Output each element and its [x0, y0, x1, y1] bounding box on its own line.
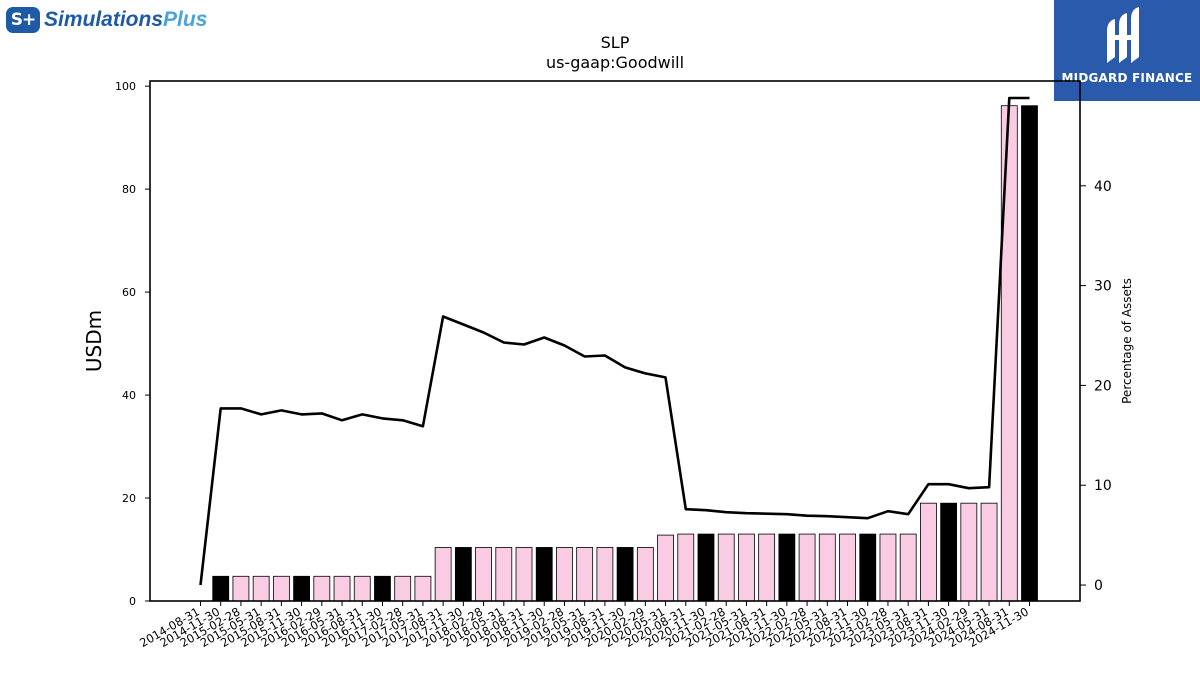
bar [596, 547, 614, 602]
bar [515, 547, 533, 602]
bar [252, 575, 270, 602]
chart-subtitle: us-gaap:Goodwill [546, 53, 684, 72]
sp-badge-icon: S+ [6, 7, 40, 33]
bar [576, 547, 594, 602]
bar [717, 533, 735, 602]
bar [879, 533, 897, 602]
y-tick-label: 60 [122, 286, 136, 299]
wordmark-main: Simulations [44, 8, 164, 31]
y2-tick-label: 20 [1094, 378, 1112, 394]
y2-tick-label: 30 [1094, 279, 1112, 295]
simulations-plus-wordmark: SimulationsPlus [44, 8, 207, 32]
bar [778, 533, 796, 602]
bar [475, 547, 492, 602]
bar [980, 502, 998, 602]
y2-tick-label: 0 [1094, 578, 1103, 594]
bar [899, 533, 917, 602]
bar [798, 533, 816, 602]
bar [414, 575, 432, 602]
y-tick-label: 0 [129, 595, 136, 608]
midgard-finance-name: MIDGARD FINANCE [1061, 71, 1193, 85]
bar [940, 502, 958, 602]
bar [738, 533, 755, 602]
y-tick-label: 100 [115, 80, 136, 93]
y2-axis-label: Percentage of Assets [1120, 278, 1134, 404]
bar [394, 575, 412, 602]
bar [839, 533, 856, 602]
chart-title: SLP [601, 33, 630, 52]
chart-plot-area: 0204060801000102030402014-08-312014-11-3… [115, 80, 1112, 650]
bar [535, 547, 553, 602]
bar [272, 575, 290, 602]
bar [434, 547, 452, 602]
plot-frame [149, 80, 1081, 602]
bar [293, 575, 310, 602]
bar [636, 547, 654, 602]
bar [859, 533, 877, 602]
bar [454, 547, 472, 602]
bar [960, 502, 978, 602]
simulations-plus-logo: S+ SimulationsPlus [6, 6, 207, 34]
y-tick-label: 40 [122, 389, 136, 402]
bar [657, 534, 674, 602]
percentage-line [199, 96, 1030, 586]
y-tick-label: 80 [122, 183, 136, 196]
bar [333, 575, 351, 602]
bar [1021, 105, 1038, 602]
bar [616, 547, 634, 602]
wordmark-accent: Plus [163, 8, 208, 31]
y-tick-label: 20 [122, 492, 136, 505]
bar [353, 575, 371, 602]
bar [374, 575, 391, 602]
midgard-monogram-icon [1107, 7, 1139, 63]
bar [556, 547, 573, 602]
bar [232, 575, 250, 602]
bar [677, 533, 695, 602]
midgard-finance-logo: MIDGARD FINANCE [1054, 0, 1200, 101]
bar [697, 533, 715, 602]
bar [758, 533, 776, 602]
bar [313, 575, 331, 602]
bar [212, 575, 230, 602]
y2-tick-label: 10 [1094, 478, 1112, 494]
bar [495, 547, 513, 602]
bar [818, 533, 836, 602]
bar [920, 502, 937, 602]
bar [1000, 105, 1018, 602]
y-axis-label: USDm [82, 310, 106, 372]
y2-tick-label: 40 [1094, 179, 1112, 195]
